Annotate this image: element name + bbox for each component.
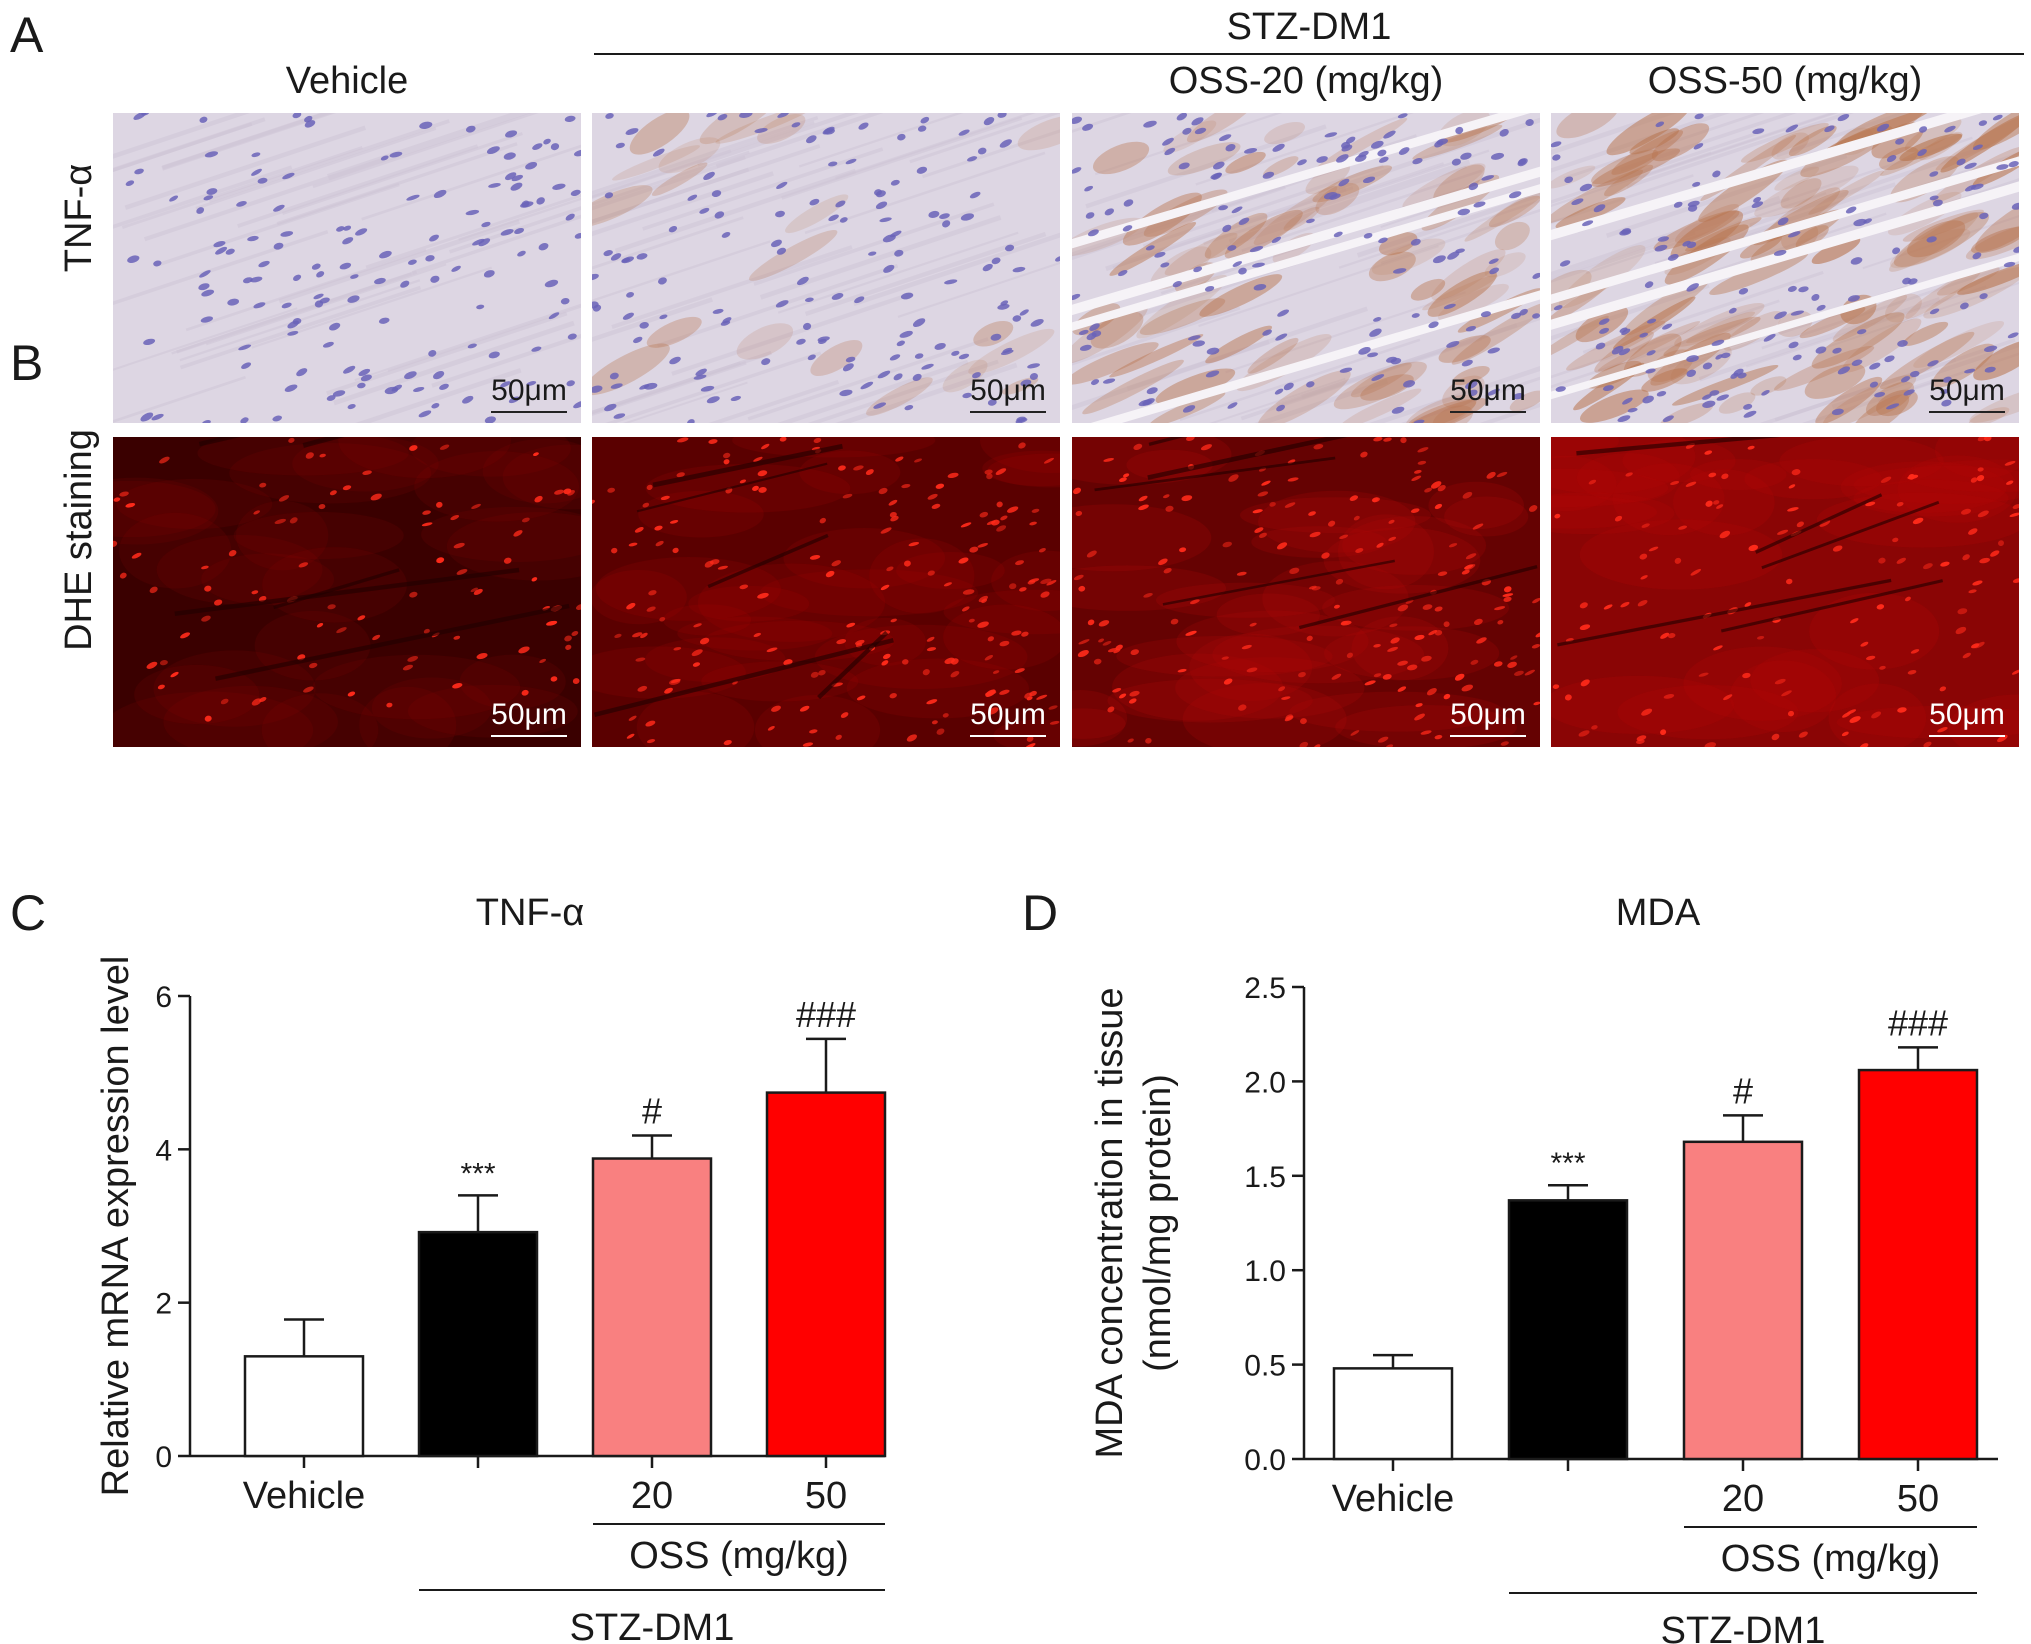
ihc-image-vehicle: 50μm — [113, 113, 581, 423]
x-tick-label: Vehicle — [1332, 1478, 1455, 1520]
significance-label: *** — [1550, 1147, 1585, 1180]
dhe-texture — [592, 437, 1060, 747]
scale-bar: 50μm — [1450, 374, 1526, 413]
ihc-texture — [592, 113, 1060, 423]
y-tick-label: 0.5 — [1244, 1350, 1286, 1383]
oss-group-label: OSS (mg/kg) — [629, 1535, 849, 1577]
x-tick-label: 50 — [1897, 1478, 1939, 1520]
group-header-line — [594, 53, 2024, 55]
bar — [1857, 1068, 1979, 1461]
ihc-texture — [113, 113, 581, 423]
group-header-stz: STZ-DM1 — [1226, 6, 1392, 48]
bar — [765, 1091, 887, 1458]
bar — [243, 1355, 365, 1458]
bar — [1332, 1367, 1454, 1461]
panel-b-letter: B — [10, 335, 44, 391]
chart-title: MDA — [1616, 892, 1701, 934]
dhe-image-oss50: 50μm — [1551, 437, 2019, 747]
column-label-oss20: OSS-20 (mg/kg) — [1168, 60, 1444, 102]
y-tick-label: 0 — [155, 1441, 172, 1474]
y-axis-label: Relative mRNA expression level — [95, 956, 137, 1497]
y-tick-label: 1.0 — [1244, 1255, 1286, 1288]
chart-tnf-alpha: TNF-α 0 2 4 6 Relative mRNA expression level V… — [95, 892, 887, 1644]
y-tick-label: 1.5 — [1244, 1161, 1286, 1194]
column-label-oss50: OSS-50 (mg/kg) — [1647, 60, 1923, 102]
x-tick-label: Vehicle — [243, 1475, 366, 1517]
y-tick-label: 4 — [155, 1134, 172, 1167]
scale-bar: 50μm — [1929, 698, 2005, 737]
dhe-texture — [1072, 437, 1540, 747]
y-tick-label: 2.5 — [1244, 972, 1286, 1005]
dhe-image-stz: 50μm — [592, 437, 1060, 747]
scale-bar: 50μm — [1929, 374, 2005, 413]
scale-bar: 50μm — [1450, 698, 1526, 737]
x-tick-label: 20 — [1722, 1478, 1764, 1520]
significance-label: ### — [796, 994, 856, 1035]
y-tick-label: 0.0 — [1244, 1444, 1286, 1477]
x-tick-label: 20 — [631, 1475, 673, 1517]
dhe-texture — [113, 437, 581, 747]
scale-bar: 50μm — [491, 698, 567, 737]
y-tick-label: 6 — [155, 981, 172, 1014]
stz-group-label: STZ-DM1 — [570, 1607, 735, 1644]
significance-label: # — [642, 1091, 662, 1132]
y-axis-label-2: (nmol/mg protein) — [1137, 1074, 1179, 1372]
ihc-image-stz: 50μm — [592, 113, 1060, 423]
significance-label: # — [1733, 1070, 1753, 1111]
oss-group-label: OSS (mg/kg) — [1721, 1538, 1941, 1580]
dhe-texture — [1551, 437, 2019, 747]
panel-d-letter: D — [1022, 885, 1059, 941]
scale-bar: 50μm — [970, 374, 1046, 413]
significance-label: ### — [1888, 1002, 1948, 1043]
stz-group-label: STZ-DM1 — [1661, 1610, 1826, 1644]
panel-a-letter: A — [10, 7, 44, 63]
bar — [417, 1230, 539, 1458]
column-label-vehicle: Vehicle — [285, 60, 409, 102]
dhe-image-oss20: 50μm — [1072, 437, 1540, 747]
scale-bar: 50μm — [491, 374, 567, 413]
dhe-image-vehicle: 50μm — [113, 437, 581, 747]
bar — [591, 1157, 713, 1458]
ihc-image-oss50: 50μm — [1551, 113, 2019, 423]
chart-mda: MDA 0.0 0.5 1.0 1.5 2.0 2.5 MDA concentration i… — [1089, 892, 1998, 1644]
ihc-texture — [1072, 113, 1540, 423]
y-tick-label: 2.0 — [1244, 1066, 1286, 1099]
y-tick-label: 2 — [155, 1288, 172, 1321]
x-tick-label: 50 — [805, 1475, 847, 1517]
chart-title: TNF-α — [476, 892, 585, 934]
significance-label: *** — [460, 1157, 495, 1190]
ihc-image-oss20: 50μm — [1072, 113, 1540, 423]
y-axis-label: MDA concentration in tissue — [1089, 987, 1131, 1458]
scale-bar: 50μm — [970, 698, 1046, 737]
ihc-texture — [1551, 113, 2019, 423]
bar — [1682, 1140, 1804, 1461]
panel-c-letter: C — [10, 885, 47, 941]
bar — [1507, 1199, 1629, 1461]
